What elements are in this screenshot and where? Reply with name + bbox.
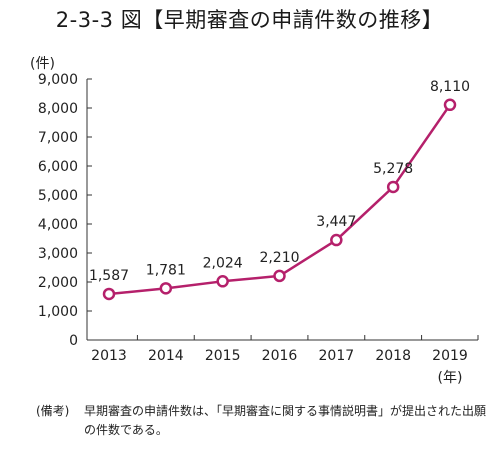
axes [86, 79, 478, 341]
x-tick-label: 2016 [262, 348, 298, 364]
data-label: 1,781 [146, 262, 186, 278]
data-label: 3,447 [316, 214, 356, 230]
y-tick-label: 4,000 [38, 217, 78, 233]
y-tick-label: 0 [69, 333, 78, 349]
data-point [216, 275, 229, 288]
data-label: 5,278 [373, 161, 413, 177]
footnote: (備考) 早期審査の申請件数は、「早期審査に関する事情説明書」が提出された出願の… [36, 402, 486, 440]
x-ticks: 2013 2014 2015 2016 2017 2018 2019 [91, 335, 479, 364]
x-tick-label: 2013 [91, 348, 127, 364]
data-point [159, 282, 173, 295]
y-tick-label: 8,000 [38, 101, 78, 117]
series [102, 98, 457, 301]
y-ticks: 0 1,000 2,000 3,000 4,000 5,000 6,000 7,000 8,00… [38, 72, 92, 349]
data-point [102, 287, 116, 301]
y-tick-label: 2,000 [38, 275, 78, 291]
x-tick-label: 2014 [148, 348, 184, 364]
y-tick-label: 9,000 [38, 72, 78, 88]
data-labels: 1,587 1,781 2,024 2,210 3,447 5,278 8,110 [89, 79, 470, 284]
y-axis-label: (件) [30, 56, 55, 72]
chart-title: 2-3-3 図【早期審査の申請件数の推移】 [55, 8, 444, 32]
y-tick-label: 5,000 [38, 188, 78, 204]
x-tick-label: 2017 [319, 348, 355, 364]
data-point [330, 233, 343, 247]
x-tick-label: 2019 [432, 348, 468, 364]
y-tick-label: 6,000 [38, 159, 78, 175]
y-tick-label: 7,000 [38, 130, 78, 146]
y-tick-label: 1,000 [38, 304, 78, 320]
x-tick-label: 2018 [375, 348, 411, 364]
data-label: 2,024 [203, 255, 243, 271]
footnote-text: 早期審査の申請件数は、「早期審査に関する事情説明書」が提出された出願の件数である… [84, 404, 487, 437]
data-label: 2,210 [259, 250, 299, 266]
data-point [273, 269, 286, 283]
data-label: 8,110 [430, 79, 470, 95]
footnote-tag: (備考) [36, 404, 70, 418]
x-tick-label: 2015 [205, 348, 241, 364]
data-point [443, 98, 457, 112]
y-tick-label: 3,000 [38, 246, 78, 262]
data-point [386, 180, 400, 194]
x-axis-label: (年) [438, 370, 463, 386]
data-label: 1,587 [89, 268, 129, 284]
